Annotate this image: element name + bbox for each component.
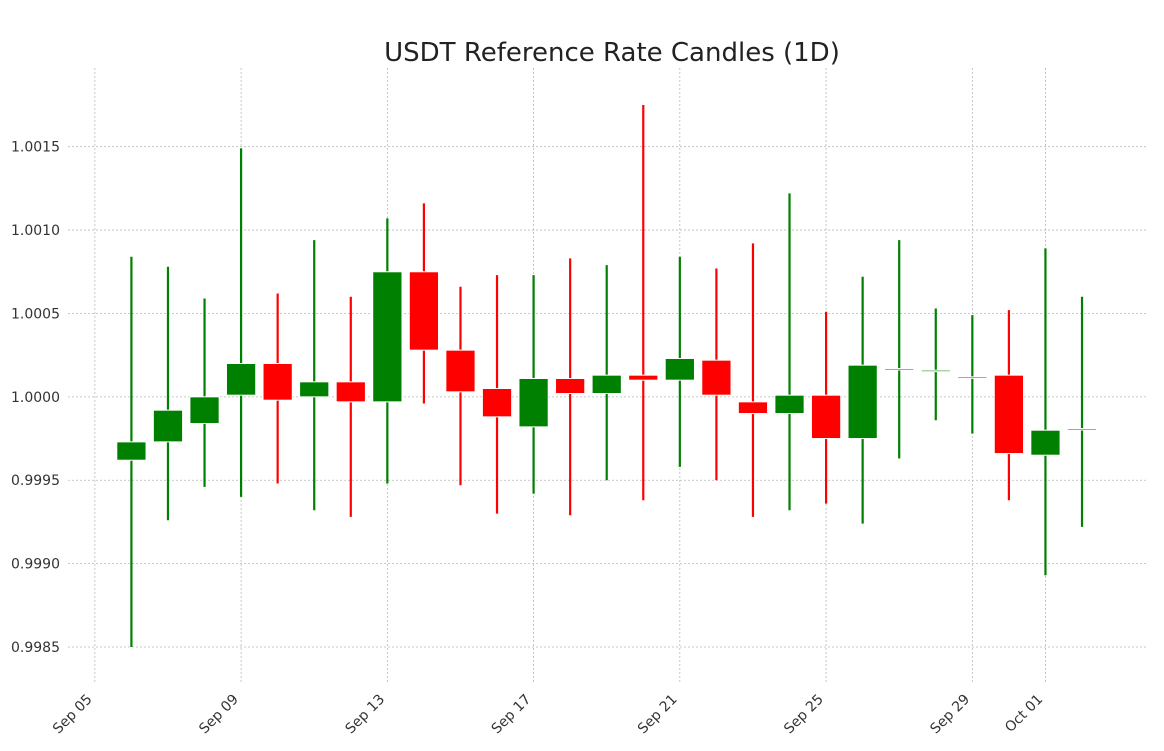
- candle-body: [1066, 428, 1098, 431]
- y-tick-label: 1.0000: [11, 390, 60, 406]
- candle: [957, 315, 988, 434]
- candle-body: [335, 381, 366, 403]
- candle-body: [664, 357, 695, 381]
- candle: [1066, 296, 1098, 527]
- chart-title: USDT Reference Rate Candles (1D): [384, 38, 840, 68]
- candle: [737, 243, 769, 517]
- candle-body: [152, 409, 184, 443]
- candle-body: [408, 271, 440, 351]
- candle: [116, 256, 147, 647]
- candle: [225, 148, 257, 497]
- candle-body: [774, 394, 805, 415]
- candle: [920, 308, 951, 421]
- candle-body: [299, 381, 330, 398]
- candle: [810, 311, 842, 504]
- y-tick-label: 1.0015: [11, 140, 60, 156]
- candle-body: [116, 441, 147, 461]
- candle: [152, 266, 184, 521]
- candle: [481, 275, 513, 514]
- candle-body: [518, 378, 549, 428]
- candle: [335, 296, 366, 517]
- candle: [774, 193, 805, 511]
- candle-body: [225, 362, 257, 396]
- candle-body: [481, 388, 513, 418]
- candle-body: [628, 374, 659, 381]
- candle: [408, 203, 440, 404]
- candle-layer: [116, 105, 1098, 647]
- candle-body: [445, 349, 476, 393]
- candle: [299, 240, 330, 511]
- y-tick-label: 0.9990: [11, 557, 60, 573]
- candle-body: [262, 362, 293, 401]
- candle: [591, 265, 622, 481]
- candle-body: [737, 401, 769, 415]
- candle: [445, 286, 476, 486]
- candle: [884, 240, 915, 459]
- candle-body: [957, 376, 988, 379]
- candle: [628, 105, 659, 501]
- candle-body: [189, 396, 220, 425]
- candle: [262, 293, 293, 484]
- candle: [993, 310, 1025, 501]
- candle-body: [555, 378, 586, 395]
- candle: [1030, 248, 1061, 576]
- candle: [701, 268, 732, 481]
- y-tick-label: 0.9985: [11, 640, 60, 656]
- candle-body: [810, 394, 842, 440]
- candle-body: [920, 369, 951, 373]
- y-tick-label: 1.0010: [11, 223, 60, 239]
- candle-body: [372, 271, 403, 403]
- candle-body: [1030, 429, 1061, 456]
- candle: [847, 276, 878, 524]
- candle-body: [884, 367, 915, 371]
- candle: [664, 256, 695, 467]
- candle-body: [701, 359, 732, 396]
- candle: [518, 275, 549, 494]
- candle-body: [591, 374, 622, 395]
- candle-body: [847, 364, 878, 440]
- candle: [372, 218, 403, 484]
- candle: [189, 298, 220, 487]
- y-tick-label: 0.9995: [11, 473, 60, 489]
- y-tick-label: 1.0005: [11, 306, 60, 322]
- candle-body: [993, 374, 1025, 455]
- candle: [555, 258, 586, 516]
- y-axis-ticks: 0.9985 0.9990 0.9995 1.0000 1.0005 1.0010 1.00…: [11, 140, 60, 656]
